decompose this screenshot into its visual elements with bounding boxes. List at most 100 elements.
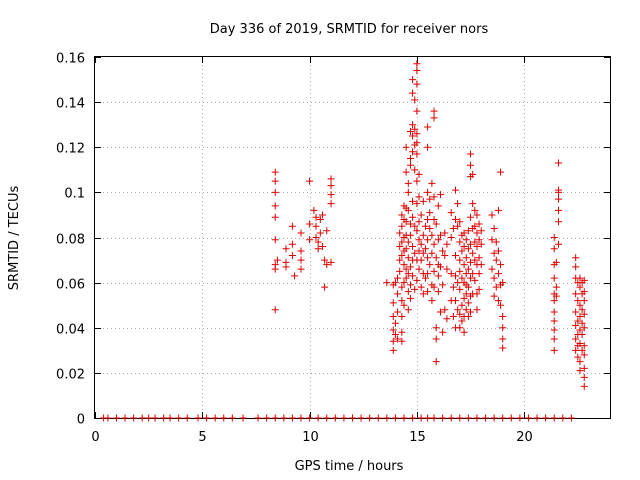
- data-point: [454, 222, 462, 230]
- data-point: [499, 344, 507, 352]
- data-point: [402, 265, 410, 273]
- data-point: [494, 247, 502, 255]
- data-point: [389, 346, 397, 354]
- data-point: [516, 414, 524, 422]
- data-point: [349, 414, 356, 422]
- data-point: [430, 267, 438, 275]
- data-point: [432, 335, 440, 343]
- data-point: [499, 335, 507, 343]
- data-point: [404, 206, 412, 214]
- data-point: [413, 227, 421, 235]
- data-point: [441, 306, 449, 314]
- data-point: [469, 170, 477, 178]
- data-point: [467, 240, 475, 248]
- data-point: [499, 312, 507, 320]
- data-point: [452, 272, 459, 280]
- data-point: [271, 168, 279, 176]
- data-point: [471, 238, 479, 246]
- data-point: [464, 245, 472, 253]
- data-point: [475, 220, 483, 228]
- data-point: [316, 229, 324, 237]
- data-point: [430, 240, 438, 248]
- data-point: [409, 76, 417, 84]
- data-point: [490, 274, 498, 282]
- data-point: [555, 188, 562, 196]
- data-point: [282, 263, 290, 271]
- data-point: [580, 373, 588, 381]
- data-point: [394, 274, 402, 282]
- data-points: [100, 60, 588, 422]
- data-point: [467, 150, 475, 158]
- data-point: [404, 254, 412, 262]
- data-point: [421, 222, 429, 230]
- data-point: [464, 312, 472, 320]
- data-point: [464, 414, 472, 422]
- data-point: [228, 414, 236, 422]
- data-point: [447, 270, 455, 278]
- data-point: [314, 414, 322, 422]
- data-point: [430, 283, 438, 291]
- data-point: [175, 414, 183, 422]
- data-point: [574, 317, 582, 325]
- data-point: [449, 224, 457, 232]
- x-tick-label: 5: [198, 430, 206, 445]
- data-point: [580, 310, 588, 318]
- data-point: [404, 306, 412, 314]
- data-point: [314, 245, 322, 253]
- data-point: [452, 252, 459, 260]
- data-point: [473, 306, 481, 314]
- data-point: [499, 324, 507, 332]
- data-point: [411, 96, 419, 104]
- data-point: [572, 308, 580, 316]
- data-point: [550, 335, 558, 343]
- data-point: [576, 274, 584, 282]
- data-point: [428, 179, 436, 187]
- data-point: [464, 299, 472, 307]
- data-point: [552, 258, 560, 266]
- data-point: [306, 414, 314, 422]
- data-point: [130, 414, 138, 422]
- data-point: [391, 331, 399, 339]
- data-point: [400, 261, 408, 269]
- data-point: [121, 414, 129, 422]
- data-point: [357, 414, 365, 422]
- data-point: [550, 245, 558, 253]
- data-point: [402, 143, 410, 151]
- data-point: [409, 414, 417, 422]
- data-point: [297, 265, 305, 273]
- data-point: [576, 358, 584, 366]
- data-point: [580, 297, 588, 305]
- data-point: [419, 249, 427, 257]
- data-point: [411, 249, 419, 257]
- data-point: [316, 215, 324, 223]
- y-tick-label: 0: [77, 413, 85, 428]
- data-point: [297, 247, 305, 255]
- data-point: [460, 243, 468, 251]
- data-point: [327, 200, 335, 208]
- data-point: [398, 297, 406, 305]
- data-point: [112, 414, 120, 422]
- data-point: [426, 224, 434, 232]
- data-point: [271, 306, 279, 314]
- data-point: [402, 274, 410, 282]
- data-point: [471, 276, 479, 284]
- data-point: [417, 414, 425, 422]
- data-point: [447, 209, 455, 217]
- data-point: [456, 238, 464, 246]
- data-point: [398, 312, 406, 320]
- data-point: [458, 301, 466, 309]
- data-point: [417, 256, 425, 264]
- data-point: [415, 170, 423, 178]
- data-point: [426, 209, 434, 217]
- data-point: [555, 159, 562, 167]
- data-point: [306, 220, 314, 228]
- x-tick-label: 10: [302, 430, 319, 445]
- data-point: [434, 288, 442, 296]
- data-point: [413, 60, 421, 68]
- data-point: [452, 186, 459, 194]
- data-point: [391, 414, 399, 422]
- data-point: [415, 218, 423, 226]
- data-point: [576, 367, 584, 375]
- y-tick-label: 0.02: [56, 368, 85, 383]
- data-point: [104, 414, 112, 422]
